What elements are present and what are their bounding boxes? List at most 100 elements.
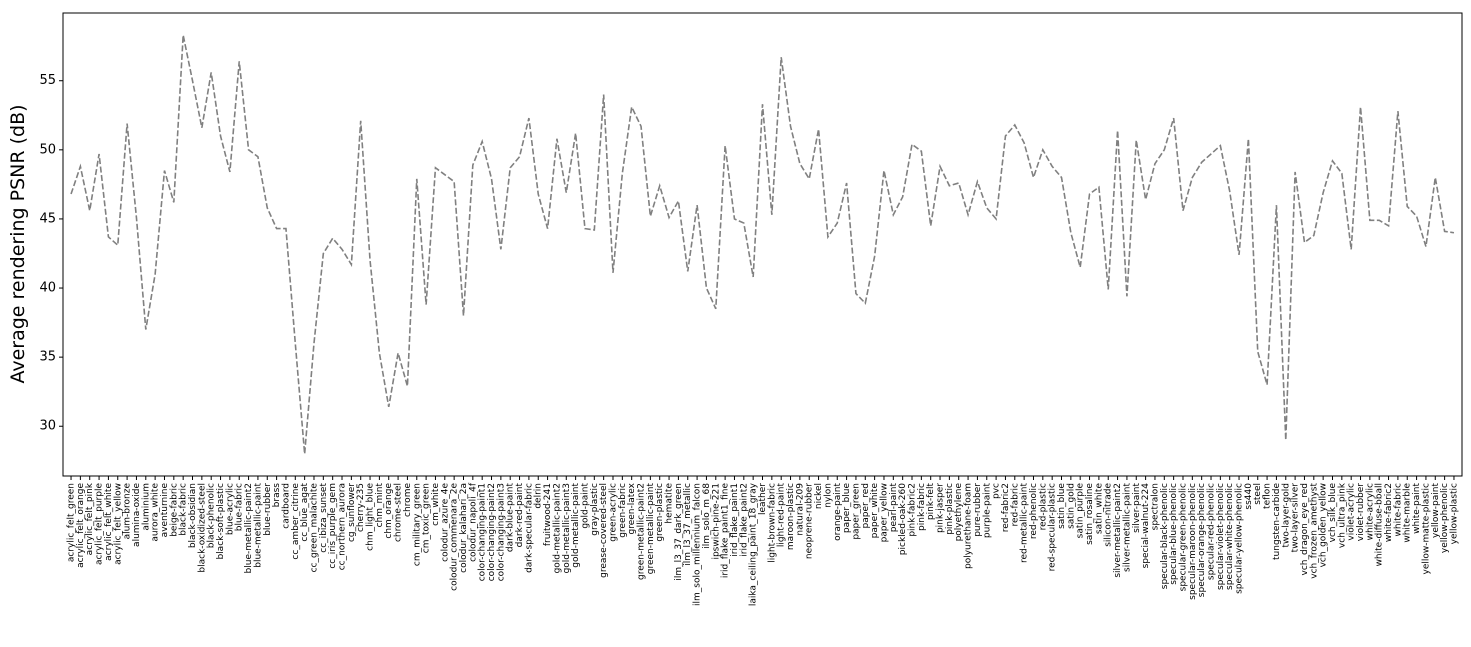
x-tick-label: paper_white	[870, 483, 880, 539]
x-tick-label: aventurnine	[160, 483, 170, 538]
y-tick-label: 50	[39, 142, 56, 157]
x-tick-label: violet-rubber	[1356, 483, 1366, 542]
x-tick-label: paper_green	[851, 483, 861, 540]
x-tick-label: chm_orange	[384, 483, 394, 539]
x-tick-label: pickled-oak-260	[898, 483, 908, 555]
x-tick-label: pure-rubber	[973, 483, 983, 537]
x-tick-label: polyethylene	[954, 483, 964, 542]
x-tick-label: white-marble	[1403, 483, 1413, 543]
x-tick-label: blue-metallic-paint2	[244, 483, 254, 573]
x-tick-label: aurora_white	[151, 483, 161, 542]
x-tick-label: maroon-plastic	[786, 483, 796, 550]
x-tick-label: vch_dragon_eye_red	[1300, 483, 1310, 575]
data-line	[70, 34, 1455, 454]
x-tick-label: natural-209	[795, 483, 805, 536]
x-tick-label: colodur_commenara_2e	[450, 483, 460, 591]
x-tick-label: fruitwood-241	[543, 483, 553, 546]
x-tick-label: red-plastic	[1038, 483, 1048, 530]
x-tick-label: laika_ceiling_paint_18_gray	[749, 482, 759, 606]
x-tick-label: teflon	[1263, 483, 1273, 509]
x-tick-label: blue-rubber	[263, 483, 273, 536]
x-tick-label: chm_light_blue	[366, 483, 376, 551]
x-tick-label: pink-plastic	[945, 483, 955, 535]
x-tick-label: blue-fabric	[235, 483, 245, 531]
y-tick-label: 45	[39, 211, 56, 226]
x-tick-label: neoprene-rubber	[805, 483, 815, 559]
x-tick-label: ss440	[1244, 483, 1254, 510]
x-tick-label: vch_frozen_amethyst	[1309, 483, 1319, 579]
x-tick-label: color-changing-paint1	[478, 483, 488, 581]
x-tick-label: colodur_azure_4e	[440, 483, 450, 562]
x-tick-label: specular-violet-phenolic	[1216, 483, 1226, 590]
x-tick-label: green-latex	[627, 482, 637, 534]
x-tick-label: two-layer-gold	[1281, 483, 1291, 548]
y-tick-label: 30	[39, 419, 56, 434]
x-tick-label: light-brown-fabric	[767, 483, 777, 563]
x-tick-label: yellow-matte-plastic	[1421, 483, 1431, 575]
x-tick-label: paper_yellow	[879, 483, 889, 542]
x-tick-label: gold-metallic-paint	[571, 483, 581, 568]
x-tick-label: alumina-oxide	[132, 483, 142, 547]
x-tick-label: specular-red-phenolic	[1207, 483, 1217, 580]
x-tick-label: color-changing-paint2	[487, 483, 497, 581]
x-tick-label: vch_golden_yellow	[1319, 483, 1329, 567]
x-tick-label: silver-paint	[1132, 483, 1142, 533]
x-tick-label: cm_toxic_green	[422, 483, 432, 553]
x-tick-label: two-layer-silver	[1291, 483, 1301, 553]
x-tick-label: vch_ultra_pink	[1337, 482, 1347, 548]
x-tick-label: special-walnut-224	[1141, 483, 1151, 569]
x-tick-label: gold-metallic-paint2	[552, 483, 562, 573]
x-tick-label: specular-maroon-phenolic	[1188, 483, 1198, 600]
x-tick-label: cc_blue_agat	[300, 483, 310, 542]
x-tick-label: cherry-235	[356, 483, 366, 532]
x-tick-label: cg_sunflower	[347, 483, 357, 542]
x-tick-label: acrylic_felt_yellow	[113, 483, 123, 565]
x-tick-label: gray-plastic	[590, 483, 600, 536]
x-tick-label: cardboard	[281, 483, 291, 529]
x-tick-label: black-obsidian	[188, 483, 198, 548]
x-tick-label: cm_white	[431, 483, 441, 526]
x-tick-label: steel	[1253, 483, 1263, 505]
x-tick-label: light-red-paint	[777, 483, 787, 548]
x-tick-label: chrome-steel	[394, 483, 404, 542]
x-tick-label: red-metallic-paint	[1020, 483, 1030, 563]
x-tick-label: ilm_l3_37_dark_green	[674, 483, 684, 581]
x-tick-label: nylon	[823, 483, 833, 508]
x-tick-label: green-plastic	[655, 483, 665, 542]
x-tick-label: satin_purple	[1076, 483, 1086, 539]
x-tick-label: vch_silk_blue	[1328, 483, 1338, 543]
x-tick-label: blue-metallic-paint	[253, 483, 263, 568]
x-tick-label: chrome	[403, 483, 413, 517]
x-tick-label: acrylic_felt_white	[104, 483, 114, 561]
x-tick-label: chm_mint	[375, 483, 385, 528]
x-tick-label: tungsten-carbide	[1272, 483, 1282, 560]
x-tick-label: leather	[758, 483, 768, 515]
x-tick-label: red-phenolic	[1029, 483, 1039, 539]
x-tick-label: cc_amber_citrine	[291, 483, 301, 560]
x-tick-label: blue-acrylic	[225, 483, 235, 535]
x-tick-label: purple-paint	[982, 483, 992, 539]
x-tick-label: delrin	[534, 483, 544, 509]
x-tick-label: irid_flake_paint1	[730, 483, 740, 557]
x-tick-label: white-paint	[1412, 483, 1422, 534]
y-tick-label: 35	[39, 350, 56, 365]
x-tick-label: red-fabric	[1010, 483, 1020, 527]
x-tick-label: black-oxidized-steel	[197, 483, 207, 573]
x-tick-label: yellow-paint	[1431, 483, 1441, 538]
x-tick-label: pink-felt	[926, 483, 936, 521]
y-tick-label: 55	[39, 73, 56, 88]
x-tick-label: acrylic_felt_purple	[95, 483, 105, 566]
x-tick-label: satin_gold	[1066, 483, 1076, 529]
x-tick-label: black-soft-plastic	[216, 483, 226, 560]
x-tick-label: dark-specular-fabric	[524, 483, 534, 573]
x-tick-label: silicon-nitrade	[1104, 483, 1114, 547]
x-tick-label: alum-bronze	[123, 483, 133, 540]
x-tick-label: white-diffuse-bball	[1375, 483, 1385, 566]
x-tick-label: grease-covered-steel	[599, 483, 609, 578]
x-tick-label: polyurethane-foam	[964, 483, 974, 569]
x-tick-label: acrylic_felt_pink	[85, 482, 95, 555]
x-tick-label: irid_flake_paint2	[739, 483, 749, 557]
x-tick-label: hematite	[665, 483, 675, 524]
y-tick-label: 40	[39, 281, 56, 296]
